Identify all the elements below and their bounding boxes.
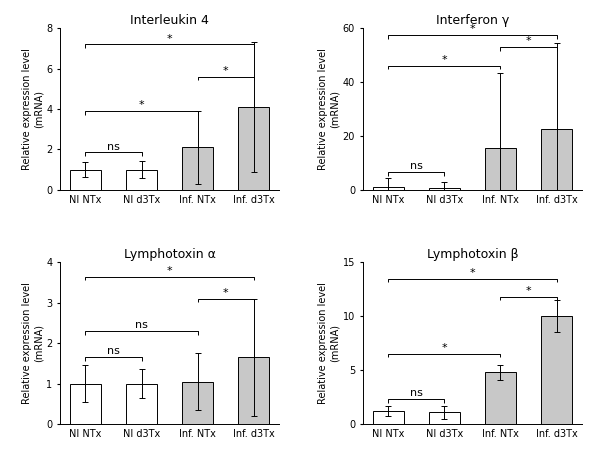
Bar — [429, 412, 460, 424]
Title: Lymphotoxin α: Lymphotoxin α — [124, 248, 215, 261]
Text: *: * — [526, 286, 532, 296]
Text: *: * — [442, 343, 447, 353]
Title: Interferon γ: Interferon γ — [436, 14, 509, 27]
Y-axis label: Relative expression level
(mRNA): Relative expression level (mRNA) — [318, 48, 340, 170]
Bar — [373, 411, 404, 424]
Y-axis label: Relative expression level
(mRNA): Relative expression level (mRNA) — [22, 48, 43, 170]
Text: ns: ns — [410, 162, 422, 171]
Bar — [429, 187, 460, 190]
Text: *: * — [139, 100, 145, 110]
Text: *: * — [470, 24, 475, 34]
Text: ns: ns — [410, 388, 422, 398]
Title: Interleukin 4: Interleukin 4 — [130, 14, 209, 27]
Bar — [485, 148, 516, 190]
Text: *: * — [167, 266, 172, 276]
Text: *: * — [167, 33, 172, 44]
Bar — [238, 107, 269, 190]
Bar — [70, 170, 101, 190]
Y-axis label: Relative expression level
(mRNA): Relative expression level (mRNA) — [22, 282, 43, 404]
Bar — [373, 187, 404, 190]
Text: *: * — [470, 268, 475, 278]
Bar — [126, 170, 157, 190]
Title: Lymphotoxin β: Lymphotoxin β — [427, 248, 518, 261]
Bar — [541, 129, 572, 190]
Y-axis label: Relative expression level
(mRNA): Relative expression level (mRNA) — [318, 282, 340, 404]
Text: *: * — [526, 36, 532, 46]
Bar — [541, 316, 572, 424]
Text: *: * — [442, 55, 447, 65]
Text: *: * — [223, 288, 229, 298]
Bar — [485, 372, 516, 424]
Bar — [238, 357, 269, 424]
Bar — [182, 382, 213, 424]
Bar — [70, 383, 101, 424]
Text: ns: ns — [135, 320, 148, 330]
Text: ns: ns — [107, 347, 120, 357]
Text: ns: ns — [107, 142, 120, 152]
Bar — [126, 383, 157, 424]
Bar — [182, 147, 213, 190]
Text: *: * — [223, 66, 229, 76]
